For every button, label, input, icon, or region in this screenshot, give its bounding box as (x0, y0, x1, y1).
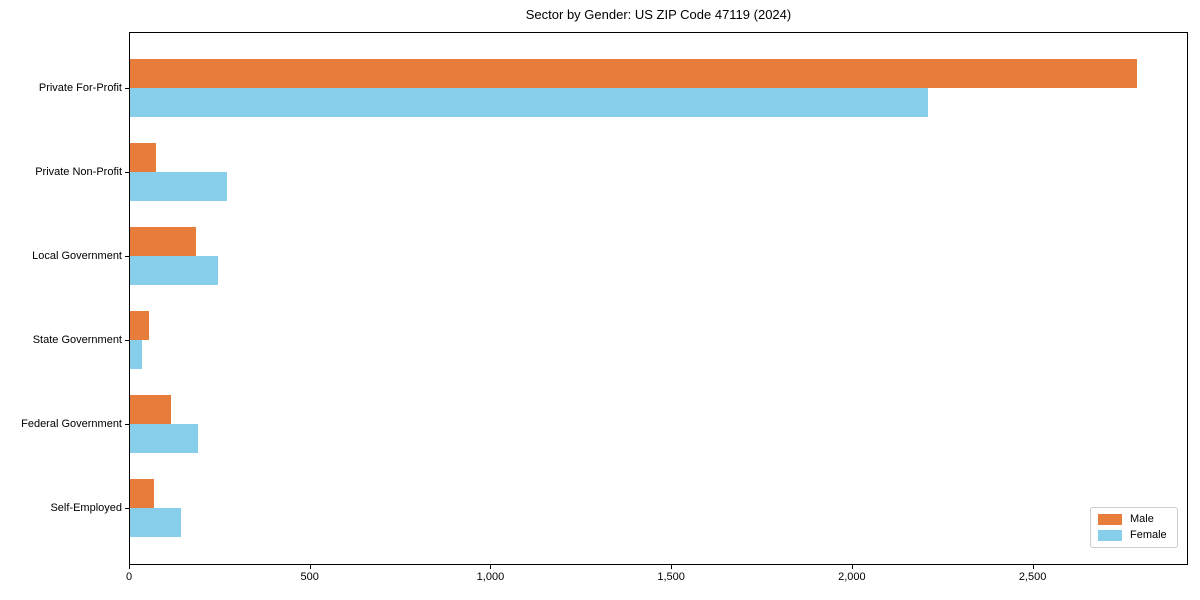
y-tick-label: State Government (32, 334, 122, 346)
bar-female-5 (129, 508, 182, 537)
y-tick-label: Private Non-Profit (35, 166, 122, 178)
bar-male-3 (129, 311, 149, 340)
x-tick-mark (851, 565, 853, 569)
bar-male-4 (129, 395, 171, 424)
legend-label-male: Male (1130, 513, 1154, 525)
bar-male-0 (129, 59, 1138, 88)
x-tick-label: 1,000 (476, 571, 505, 583)
y-tick-mark (125, 340, 129, 341)
bar-male-5 (129, 479, 155, 508)
x-tick-mark (309, 565, 311, 569)
legend-item-female: Female (1098, 530, 1170, 541)
bar-male-1 (129, 143, 157, 172)
x-tick-mark (671, 565, 673, 569)
female-series-swatch (1098, 530, 1122, 541)
legend-label-female: Female (1130, 529, 1167, 541)
bar-female-4 (129, 424, 198, 453)
y-tick-mark (125, 508, 129, 509)
x-tick-mark (129, 565, 130, 569)
y-tick-mark (125, 88, 129, 89)
y-tick-mark (125, 256, 129, 257)
y-tick-mark (125, 424, 129, 425)
y-tick-mark (125, 172, 129, 173)
x-tick-label: 2,000 (838, 571, 866, 583)
chart-title: Sector by Gender: US ZIP Code 47119 (202… (525, 7, 792, 22)
bar-female-2 (129, 256, 218, 285)
bar-female-0 (129, 88, 928, 117)
x-tick-label: 2,500 (1018, 571, 1047, 583)
legend-item-male: Male (1098, 514, 1170, 525)
bar-female-3 (129, 340, 142, 369)
x-tick-label: 500 (300, 571, 319, 583)
x-tick-label: 1,500 (657, 571, 685, 583)
y-tick-label: Private For-Profit (38, 82, 122, 94)
y-tick-label: Federal Government (21, 418, 122, 430)
y-tick-label: Local Government (32, 250, 122, 262)
x-tick-mark (1032, 565, 1034, 569)
bar-female-1 (129, 172, 227, 201)
bar-male-2 (129, 227, 196, 256)
x-tick-label: 0 (125, 571, 133, 583)
legend: Male Female (1090, 507, 1178, 548)
y-tick-label: Self-Employed (50, 502, 122, 514)
x-tick-mark (490, 565, 492, 569)
male-series-swatch (1098, 514, 1122, 525)
